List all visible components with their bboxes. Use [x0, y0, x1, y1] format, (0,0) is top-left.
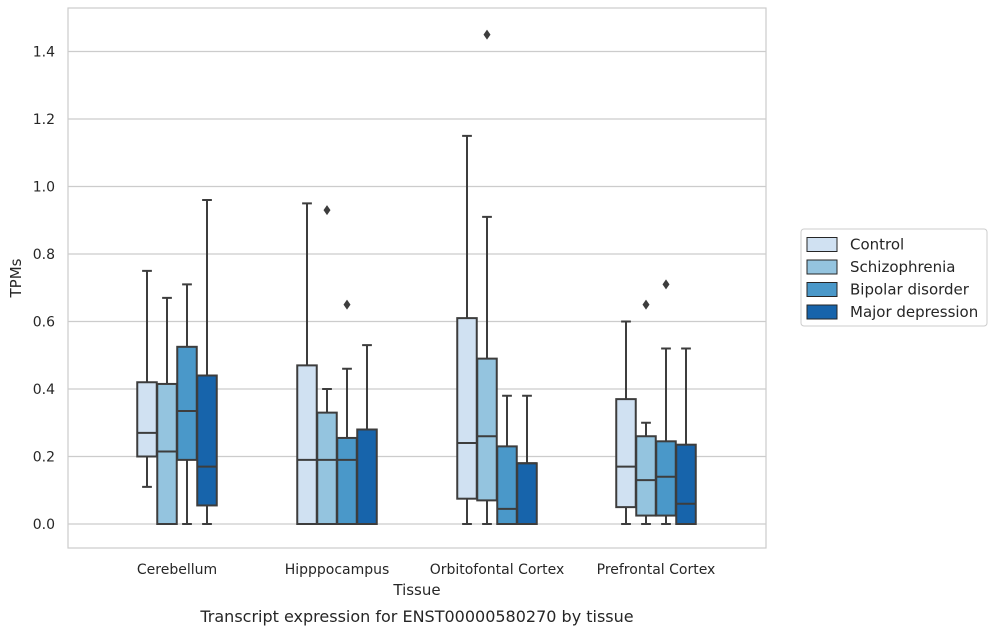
- box: [496, 445, 518, 525]
- legend-label: Schizophrenia: [850, 258, 955, 276]
- y-tick-label: 0.6: [33, 315, 55, 331]
- outlier-point: [323, 205, 331, 216]
- x-axis-ticks: Cerebellum Hipppocampus Orbitofontal Corte…: [137, 562, 715, 578]
- box-group: [655, 279, 677, 525]
- box-group: [516, 394, 538, 525]
- box: [336, 436, 358, 525]
- box: [516, 462, 538, 525]
- box-group: [356, 344, 378, 525]
- y-tick-label: 1.0: [33, 180, 55, 196]
- box-group: [456, 134, 478, 525]
- legend-swatch: [806, 259, 838, 275]
- outlier-point: [662, 279, 670, 290]
- y-axis-title: TPMs: [7, 258, 25, 298]
- box: [316, 411, 338, 525]
- box-group: [196, 199, 218, 525]
- outlier-point: [483, 29, 491, 40]
- legend-label: Control: [850, 236, 904, 254]
- legend-swatch: [806, 282, 838, 297]
- legend-swatch: [806, 304, 838, 320]
- y-tick-label: 0.2: [33, 450, 55, 466]
- box-group: [635, 299, 657, 525]
- box-series: [136, 29, 697, 525]
- plot-frame: [67, 7, 767, 549]
- box-group: [336, 299, 358, 525]
- box: [476, 357, 498, 502]
- legend: Control Schizophrenia Bipolar disorder Majo…: [800, 228, 988, 327]
- box: [296, 364, 318, 525]
- y-tick-label: 0.0: [33, 517, 55, 533]
- x-tick-label: Orbitofontal Cortex: [430, 562, 565, 578]
- y-tick-label: 1.2: [33, 112, 55, 128]
- box: [156, 382, 178, 525]
- y-tick-label: 0.4: [33, 382, 55, 398]
- box: [196, 374, 218, 507]
- box: [176, 345, 198, 461]
- y-tick-label: 0.8: [33, 247, 55, 263]
- chart-caption: Transcript expression for ENST0000058027…: [199, 607, 633, 626]
- x-tick-label: Prefrontal Cortex: [597, 562, 716, 578]
- box-group: [136, 269, 158, 488]
- legend-frame: [800, 228, 988, 327]
- box: [655, 440, 677, 517]
- legend-label: Bipolar disorder: [850, 281, 970, 299]
- box: [675, 443, 697, 525]
- box: [356, 428, 378, 525]
- x-tick-label: Cerebellum: [137, 562, 217, 578]
- box-group: [496, 394, 518, 525]
- box: [136, 381, 158, 458]
- x-axis-title: Tissue: [392, 581, 440, 599]
- box: [635, 435, 657, 517]
- box-group: [675, 347, 697, 525]
- outlier-point: [343, 299, 351, 310]
- box: [456, 317, 478, 500]
- legend-label: Major depression: [850, 303, 978, 321]
- y-axis-ticks: 0.0 0.2 0.4 0.6 0.8 1.0 1.2 1.4: [33, 45, 55, 534]
- x-tick-label: Hipppocampus: [285, 562, 390, 578]
- box-group: [156, 296, 178, 525]
- legend-swatch: [806, 237, 838, 252]
- y-tick-label: 1.4: [33, 45, 55, 61]
- outlier-point: [642, 299, 650, 310]
- box-group: [476, 29, 498, 525]
- box: [615, 398, 637, 509]
